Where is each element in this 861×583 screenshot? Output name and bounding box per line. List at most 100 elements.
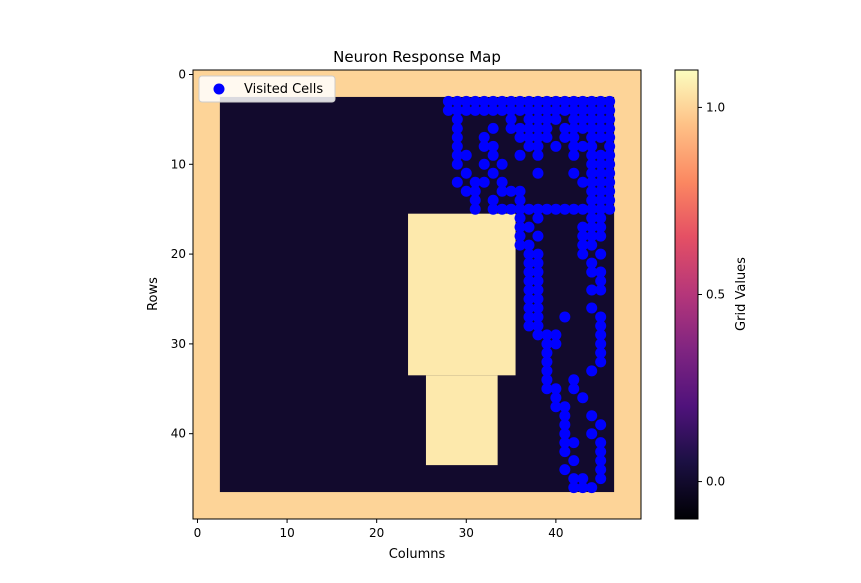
data-point	[541, 203, 553, 215]
data-point	[505, 122, 517, 134]
data-point	[478, 104, 490, 116]
data-point	[568, 131, 580, 143]
data-point	[523, 104, 535, 116]
data-point	[514, 95, 526, 107]
data-point	[532, 293, 544, 305]
data-point	[451, 122, 463, 134]
data-point	[586, 365, 598, 377]
data-point	[487, 95, 499, 107]
data-point	[604, 185, 616, 197]
data-point	[532, 266, 544, 278]
data-point	[595, 446, 607, 458]
y-tick-label: 0	[178, 67, 186, 81]
data-point	[478, 131, 490, 143]
heatmap-region-2	[408, 213, 516, 376]
data-point	[559, 104, 571, 116]
data-point	[559, 122, 571, 134]
data-point	[532, 230, 544, 242]
data-point	[595, 149, 607, 161]
data-point	[559, 95, 571, 107]
data-point	[523, 257, 535, 269]
data-point	[595, 158, 607, 170]
data-point	[577, 113, 589, 125]
scatter-series	[442, 95, 616, 494]
data-point	[595, 455, 607, 467]
data-point	[532, 95, 544, 107]
data-point	[586, 158, 598, 170]
data-point	[541, 113, 553, 125]
legend-box	[198, 75, 336, 103]
data-point	[523, 266, 535, 278]
data-point	[532, 131, 544, 143]
data-point	[577, 176, 589, 188]
data-point	[532, 284, 544, 296]
data-point	[559, 464, 571, 476]
data-point	[451, 176, 463, 188]
data-point	[586, 302, 598, 314]
data-point	[577, 122, 589, 134]
data-point	[586, 239, 598, 251]
data-point	[523, 248, 535, 260]
data-point	[568, 203, 580, 215]
data-point	[595, 329, 607, 341]
x-axis-label: Columns	[389, 547, 446, 562]
data-point	[496, 95, 508, 107]
data-point	[559, 410, 571, 422]
data-point	[568, 122, 580, 134]
data-point	[460, 185, 472, 197]
data-point	[586, 104, 598, 116]
data-point	[532, 329, 544, 341]
data-point	[568, 113, 580, 125]
data-point	[559, 131, 571, 143]
data-point	[541, 383, 553, 395]
data-point	[595, 113, 607, 125]
data-point	[604, 113, 616, 125]
data-point	[460, 149, 472, 161]
x-axis: 0 10 20 30 40	[194, 519, 564, 540]
data-point	[487, 167, 499, 179]
data-point	[532, 302, 544, 314]
data-point	[586, 140, 598, 152]
data-point	[532, 311, 544, 323]
y-axis: 0 10 20 30 40	[171, 67, 193, 441]
data-point	[595, 131, 607, 143]
data-point	[595, 464, 607, 476]
data-point	[487, 194, 499, 206]
y-axis-label: Rows	[146, 277, 161, 311]
colorbar: 0.0 0.5 1.0 Grid Values	[674, 69, 749, 520]
data-point	[586, 203, 598, 215]
data-point	[505, 203, 517, 215]
data-point	[460, 167, 472, 179]
data-point	[523, 284, 535, 296]
data-point	[586, 410, 598, 422]
data-point	[595, 230, 607, 242]
data-point	[451, 140, 463, 152]
data-point	[586, 122, 598, 134]
data-point	[577, 203, 589, 215]
data-point	[523, 275, 535, 287]
data-point	[541, 329, 553, 341]
data-point	[523, 239, 535, 251]
data-point	[604, 158, 616, 170]
data-point	[604, 176, 616, 188]
data-point	[487, 140, 499, 152]
data-point	[451, 131, 463, 143]
data-point	[559, 437, 571, 449]
data-point	[568, 455, 580, 467]
data-point	[451, 95, 463, 107]
data-point	[532, 212, 544, 224]
data-point	[595, 338, 607, 350]
data-point	[604, 167, 616, 179]
data-point	[442, 95, 454, 107]
data-point	[568, 482, 580, 494]
data-point	[496, 176, 508, 188]
data-point	[577, 104, 589, 116]
plot-frame	[192, 69, 642, 520]
data-point	[514, 221, 526, 233]
data-point	[586, 185, 598, 197]
data-point	[532, 122, 544, 134]
data-point	[550, 401, 562, 413]
data-point	[568, 95, 580, 107]
data-point	[523, 140, 535, 152]
data-point	[541, 95, 553, 107]
